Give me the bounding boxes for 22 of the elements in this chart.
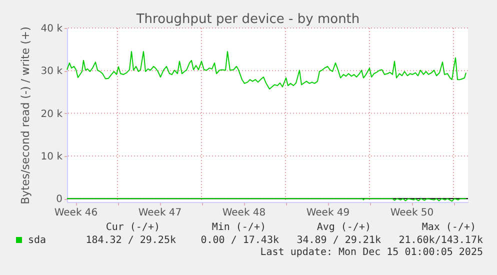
text: 34.89 / 29.21k <box>296 235 381 246</box>
text: Last update: Mon Dec 15 01:00:05 2025 <box>260 247 483 258</box>
x-tick-label: Week 47 <box>138 208 182 218</box>
y-tick-label: 30 k <box>40 66 63 78</box>
y-tick-label: 10 k <box>40 151 63 162</box>
legend-label: sda <box>28 235 46 246</box>
x-tick-label: Week 48 <box>222 208 266 218</box>
x-tick-label: Week 49 <box>306 208 350 218</box>
y-tick-label: 40 k <box>40 24 63 34</box>
text: 21.60k/143.17k <box>398 235 483 246</box>
text: 184.32 / 29.25k <box>86 235 176 246</box>
text: Max (-/+) <box>422 222 476 233</box>
text: 0.00 / 17.43k <box>200 235 279 246</box>
y-tick-label: 0 <box>56 194 62 206</box>
y-tick-label: 20 k <box>40 108 63 120</box>
text: Cur (-/+) <box>106 222 160 233</box>
text: Avg (-/+) <box>316 222 371 233</box>
x-tick-label: Week 50 <box>390 208 434 218</box>
x-tick-label: Week 46 <box>54 208 98 218</box>
y-axis-title: Bytes/second read (-) / write (+) <box>18 26 32 204</box>
text: Min (-/+) <box>212 222 266 233</box>
chart-title: Throughput per device - by month <box>135 12 360 27</box>
